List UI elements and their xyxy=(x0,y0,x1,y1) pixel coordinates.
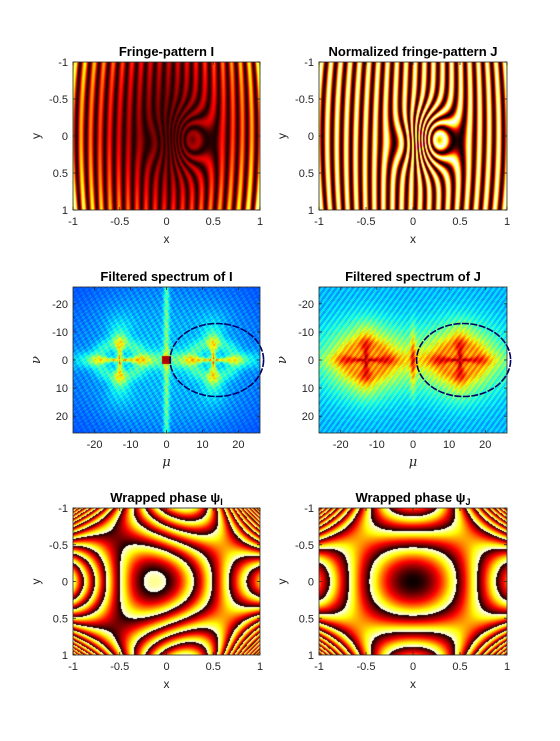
y-tick-label: 20 xyxy=(56,411,68,423)
y-tick-label: -20 xyxy=(52,299,68,311)
x-tick-label: -0.5 xyxy=(357,216,376,228)
heatmap-image xyxy=(73,508,260,655)
y-axis-label: y xyxy=(29,133,43,139)
heatmap-image xyxy=(73,62,260,210)
x-tick-label: 1 xyxy=(504,661,510,673)
y-tick-label: 0.5 xyxy=(299,613,314,625)
heatmap-image xyxy=(319,508,507,655)
y-tick-label: -0.5 xyxy=(49,540,68,552)
x-axis-label: x xyxy=(410,677,416,691)
subplot-4: -20 -10 0 10 20 -20 -10 0 10 20 Filtered spectrum … xyxy=(275,269,512,470)
subplot-title: Wrapped phase ψJ xyxy=(356,490,471,507)
x-tick-label: -1 xyxy=(314,216,324,228)
x-tick-label: -20 xyxy=(87,439,103,451)
x-axis-label: x xyxy=(410,232,416,246)
x-tick-label: 20 xyxy=(232,439,244,451)
y-tick-label: 0.5 xyxy=(53,613,68,625)
x-tick-label: 0 xyxy=(163,661,169,673)
x-tick-label: -1 xyxy=(68,661,78,673)
y-tick-label: 10 xyxy=(302,383,314,395)
y-tick-label: 0 xyxy=(308,355,314,367)
y-tick-label: 1 xyxy=(62,650,68,662)
x-tick-label: 0 xyxy=(163,439,169,451)
y-tick-label: -1 xyxy=(304,503,314,515)
x-tick-label: 1 xyxy=(257,661,263,673)
y-tick-label: 0 xyxy=(62,577,68,589)
y-tick-label: 0.5 xyxy=(299,168,314,180)
y-tick-label: -20 xyxy=(298,299,314,311)
subplot-title: Normalized fringe-pattern J xyxy=(328,44,497,59)
y-axis-label: ν xyxy=(29,356,44,364)
x-tick-label: -0.5 xyxy=(110,216,129,228)
y-tick-label: -1 xyxy=(304,57,314,69)
y-tick-label: 1 xyxy=(62,205,68,217)
y-tick-label: -0.5 xyxy=(295,94,314,106)
y-tick-label: -1 xyxy=(58,503,68,515)
y-tick-label: -10 xyxy=(298,327,314,339)
x-tick-label: 0.5 xyxy=(206,661,221,673)
y-tick-label: 0 xyxy=(308,577,314,589)
y-tick-label: 1 xyxy=(308,205,314,217)
y-tick-label: 0 xyxy=(62,131,68,143)
x-tick-label: 1 xyxy=(257,216,263,228)
x-tick-label: -1 xyxy=(68,216,78,228)
x-tick-label: 1 xyxy=(504,216,510,228)
x-axis-label: μ xyxy=(409,455,417,470)
subplot-3: -20 -10 0 10 20 -20 -10 0 10 20 Filtered spectrum … xyxy=(29,269,265,470)
y-tick-label: -10 xyxy=(52,327,68,339)
y-tick-label: 1 xyxy=(308,650,314,662)
x-tick-label: 0.5 xyxy=(452,661,467,673)
x-tick-label: 0 xyxy=(410,216,416,228)
x-tick-label: 0 xyxy=(410,661,416,673)
x-tick-label: -1 xyxy=(314,661,324,673)
y-tick-label: 0.5 xyxy=(53,168,68,180)
subplot-title: Filtered spectrum of I xyxy=(100,269,232,284)
y-tick-label: 0 xyxy=(308,131,314,143)
x-tick-label: 0.5 xyxy=(452,216,467,228)
y-axis-label: y xyxy=(275,579,289,585)
y-axis-label: y xyxy=(275,133,289,139)
y-tick-label: 10 xyxy=(56,383,68,395)
x-tick-label: -0.5 xyxy=(110,661,129,673)
x-tick-label: 0 xyxy=(163,216,169,228)
heatmap-image xyxy=(319,287,507,433)
x-tick-label: -20 xyxy=(333,439,349,451)
x-tick-label: 0.5 xyxy=(206,216,221,228)
heatmap-image xyxy=(73,287,260,433)
x-tick-label: -10 xyxy=(123,439,139,451)
x-tick-label: -0.5 xyxy=(357,661,376,673)
x-axis-label: μ xyxy=(162,455,170,470)
subplot-title: Fringe-pattern I xyxy=(119,44,214,59)
x-tick-label: 0 xyxy=(410,439,416,451)
y-tick-label: -0.5 xyxy=(49,94,68,106)
y-axis-label: ν xyxy=(275,356,290,364)
y-tick-label: -1 xyxy=(58,57,68,69)
y-tick-label: 20 xyxy=(302,411,314,423)
x-tick-label: -10 xyxy=(369,439,385,451)
y-axis-label: y xyxy=(29,579,43,585)
heatmap-image xyxy=(319,62,507,210)
filter-circle xyxy=(169,322,265,398)
x-axis-label: x xyxy=(164,232,170,246)
y-tick-label: 0 xyxy=(62,355,68,367)
x-tick-label: 20 xyxy=(479,439,491,451)
subplot-title: Wrapped phase ψI xyxy=(110,490,222,507)
x-axis-label: x xyxy=(164,677,170,691)
y-tick-label: -0.5 xyxy=(295,540,314,552)
x-tick-label: 10 xyxy=(196,439,208,451)
subplot-title: Filtered spectrum of J xyxy=(345,269,481,284)
x-tick-label: 10 xyxy=(443,439,455,451)
filter-circle xyxy=(415,322,512,398)
